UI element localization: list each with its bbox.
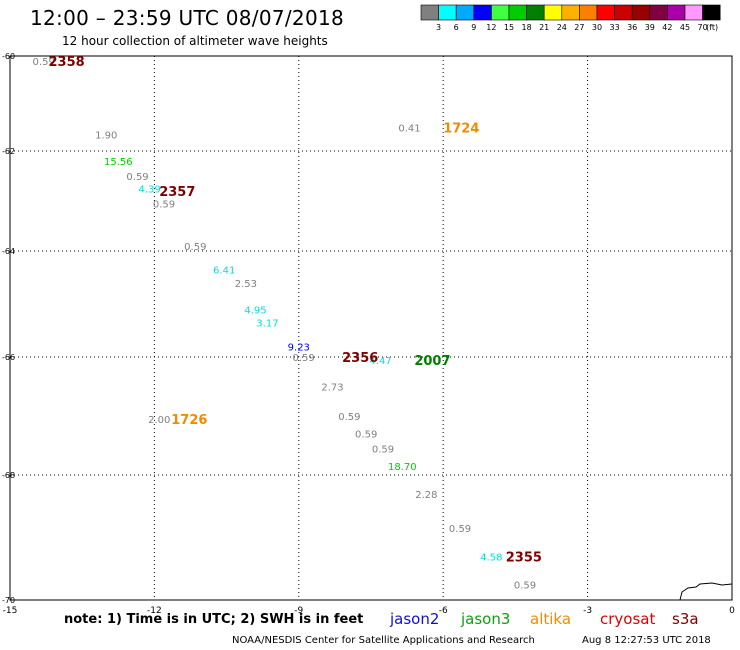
colorbar-level-label: 12 [486,23,496,32]
colorbar-swatch [420,4,439,21]
colorbar-swatch [491,4,510,21]
wave-height-label: 0.59 [449,524,471,535]
colorbar-swatch [543,4,563,21]
colorbar-level-label: 33 [610,23,620,32]
colorbar-swatch [473,4,492,21]
y-tick-label: -66 [2,353,15,362]
plot-frame [9,55,733,601]
pass-time-label: 2356 [342,351,378,366]
wave-height-label: 0.59 [292,353,314,364]
pass-time-label: 2355 [506,550,542,565]
legend-cryosat: cryosat [600,610,656,628]
colorbar-level-label: 3 [436,23,441,32]
wave-height-label: 4.47 [369,356,391,367]
colorbar-swatch [438,4,457,21]
colorbar-swatch [702,4,721,21]
colorbar-swatch [455,4,475,21]
colorbar-level-label: 70 [698,23,708,32]
chart-title: 12:00 – 23:59 UTC 08/07/2018 [30,6,345,30]
colorbar-level-label: 9 [471,23,476,32]
colorbar-swatch [596,4,615,21]
wave-height-label: 0.59 [355,430,377,441]
wave-height-label: 2.00 [148,415,170,426]
colorbar-swatch [684,4,703,21]
x-tick-label: -3 [583,606,592,616]
wave-height-label: 1.90 [95,130,117,141]
legend-jason2: jason2 [390,610,440,628]
wave-height-label: 2.73 [321,383,343,394]
y-tick-label: -62 [2,147,15,156]
credit-line: NOAA/NESDIS Center for Satellite Applica… [232,635,535,646]
colorbar-level-label: 6 [454,23,459,32]
colorbar-level-label: 39 [645,23,655,32]
chart-subtitle: 12 hour collection of altimeter wave hei… [62,34,328,48]
y-tick-label: -60 [2,52,15,61]
colorbar-level-label: 21 [539,23,549,32]
wave-height-label: 0.59 [33,57,55,68]
x-tick-label: -12 [147,606,162,616]
wave-height-label: 4.95 [244,305,266,316]
x-tick-label: 0 [729,606,735,616]
pass-time-label: 2357 [159,185,195,200]
generated-timestamp: Aug 8 12:27:53 UTC 2018 [582,635,711,646]
colorbar-level-label: 36 [627,23,637,32]
colorbar-level-label: 45 [680,23,690,32]
pass-time-label: 2358 [49,55,85,70]
wave-height-label: 4.58 [480,552,502,563]
wave-height-label: 0.59 [514,580,536,591]
coastline-outline [679,582,733,601]
y-tick-label: -70 [2,596,15,605]
colorbar-swatch [579,4,598,21]
colorbar-level-label: 42 [662,23,672,32]
units-note: note: 1) Time is in UTC; 2) SWH is in fe… [64,612,364,627]
wave-height-label: 0.59 [184,242,206,253]
wave-height-label: 0.59 [338,412,360,423]
colorbar-level-label: 18 [522,23,532,32]
wave-height-label: 0.59 [372,444,394,455]
colorbar-swatch [631,4,651,21]
pass-time-label: 2007 [414,354,450,369]
pass-time-label: 1726 [171,413,207,428]
legend-s3a: s3a [672,610,699,628]
colorbar-swatch [667,4,686,21]
x-tick-label: -15 [3,606,18,616]
colorbar-level-label: 30 [592,23,602,32]
wave-height-label: 0.59 [126,172,148,183]
colorbar-swatch [508,4,527,21]
pass-time-label: 1724 [443,121,479,136]
legend-altika: altika [530,610,572,628]
wave-height-label: 0.59 [153,200,175,211]
colorbar-level-label: 27 [574,23,584,32]
legend-jason3: jason3 [461,610,511,628]
colorbar-level-label: 24 [557,23,567,32]
colorbar-level-label: 15 [504,23,514,32]
x-tick-label: -6 [439,606,448,616]
colorbar-swatch [614,4,633,21]
colorbar-swatch [649,4,668,21]
wave-height-label: 2.53 [235,279,257,290]
wave-height-label: 6.41 [213,266,235,277]
wave-height-label: 2.28 [415,490,437,501]
colorbar-unit-label: (ft) [706,23,718,32]
wave-height-label: 15.56 [104,157,133,168]
colorbar-swatch [526,4,545,21]
y-tick-label: -68 [2,471,15,480]
wave-height-label: 9.23 [288,342,310,353]
colorbar-swatch [561,4,580,21]
wave-height-label: 4.39 [138,185,160,196]
x-tick-label: -9 [294,606,303,616]
wave-height-label: 3.17 [256,319,278,330]
wave-height-label: 0.41 [398,123,420,134]
y-tick-label: -64 [2,247,15,256]
wave-height-label: 18.70 [388,462,417,473]
